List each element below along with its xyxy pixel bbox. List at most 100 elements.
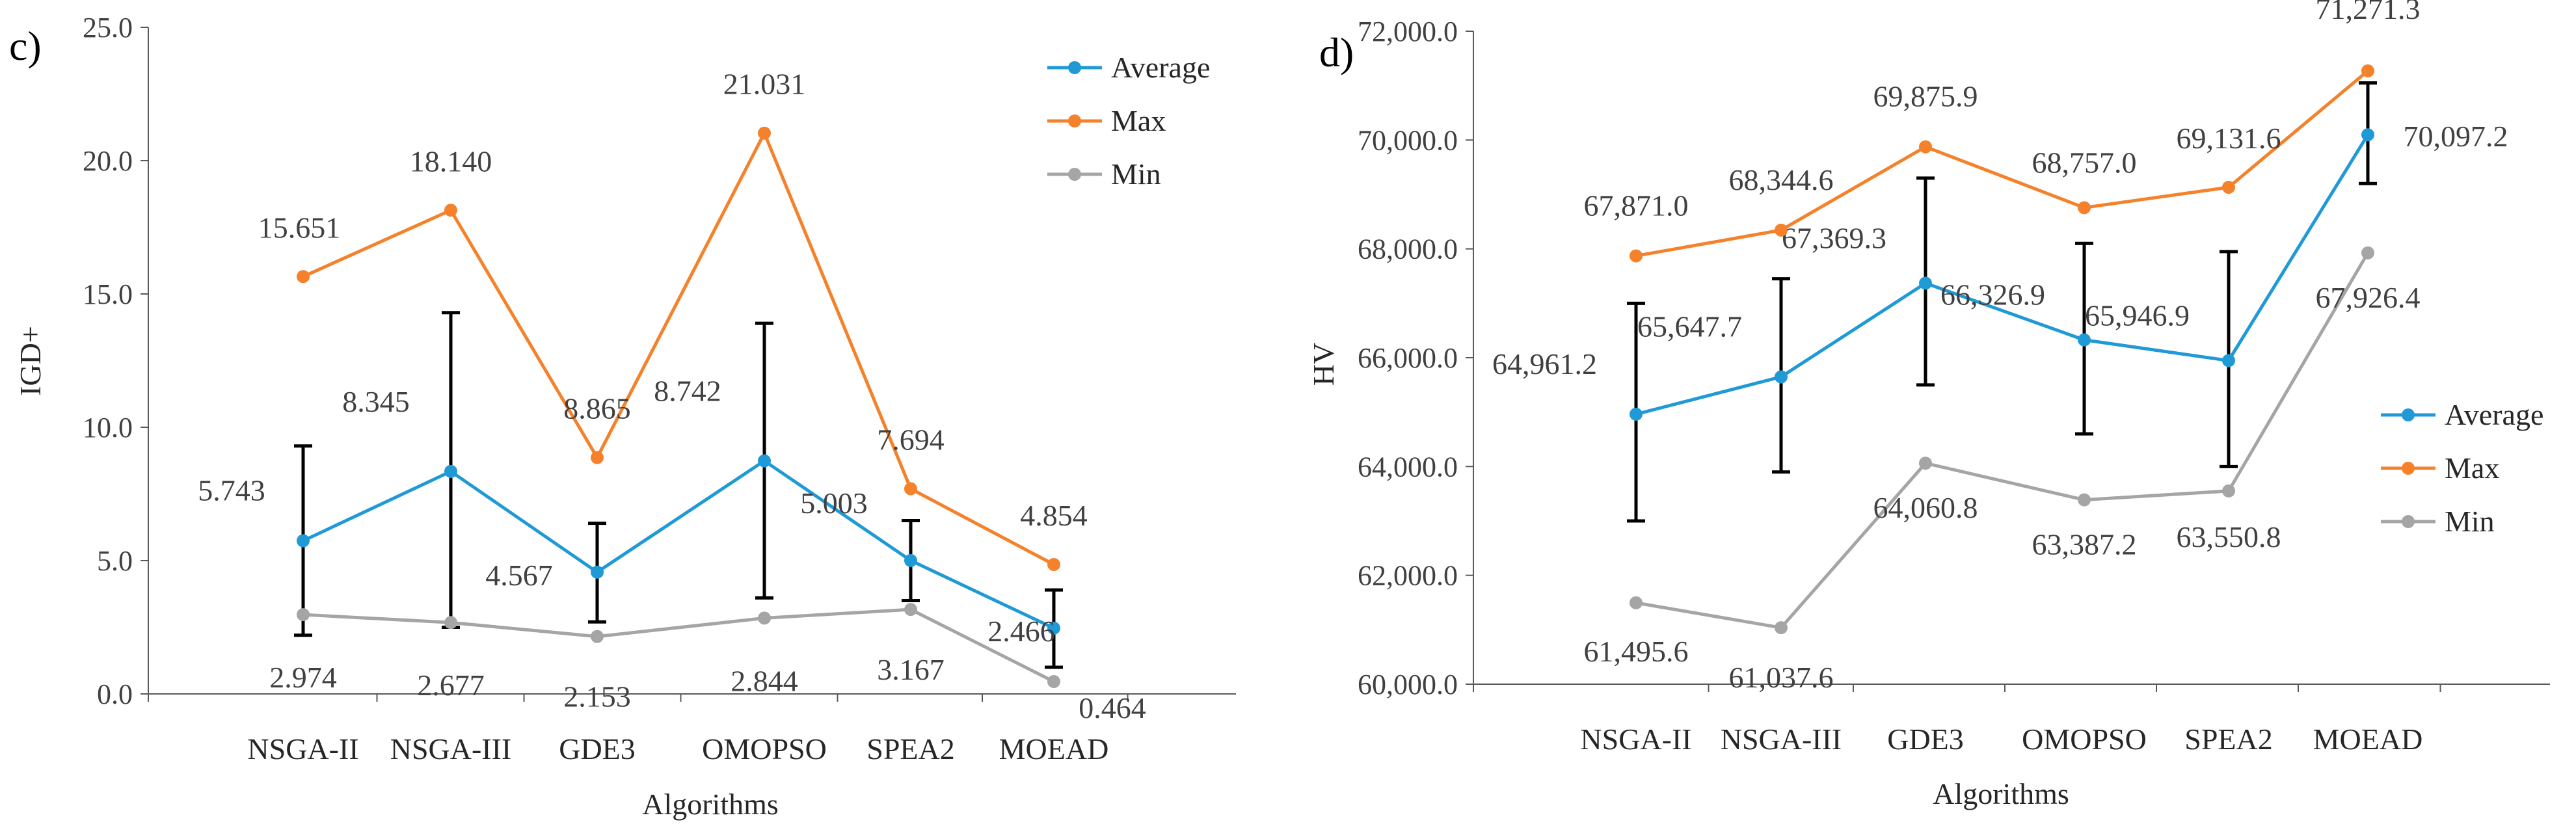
igd-series-max-data-label: 8.865 bbox=[563, 392, 631, 425]
hv-series-min-data-label: 61,495.6 bbox=[1584, 635, 1689, 668]
igd-series-average-point bbox=[1047, 621, 1060, 635]
hv-series-min-data-label: 63,550.8 bbox=[2177, 520, 2281, 553]
igd-x-tick-label: NSGA-II bbox=[247, 732, 358, 765]
hv-series-average-data-label: 65,946.9 bbox=[2085, 299, 2190, 332]
igd-series-max-point bbox=[444, 204, 457, 217]
hv-series-average-data-label: 70,097.2 bbox=[2404, 120, 2508, 153]
hv-series-min-data-label: 63,387.2 bbox=[2032, 528, 2137, 561]
hv-y-axis-title: HV bbox=[1307, 343, 1340, 386]
igd-series-max-point bbox=[758, 126, 771, 140]
legend-min-label: Min bbox=[2445, 505, 2495, 538]
igd-series-average-data-label: 5.743 bbox=[198, 474, 265, 507]
igd-series-min-data-label: 2.844 bbox=[731, 664, 798, 697]
igd-series-max-point bbox=[591, 451, 604, 464]
legend-max-label: Max bbox=[2445, 451, 2499, 485]
hv-series-min-point bbox=[1630, 596, 1643, 609]
hv-series-max-data-label: 71,271.3 bbox=[2316, 0, 2421, 25]
legend-max-marker bbox=[1068, 114, 1081, 127]
hv-x-tick-label: NSGA-II bbox=[1580, 723, 1691, 756]
hv-y-tick-label: 66,000.0 bbox=[1358, 342, 1458, 374]
legend-average-marker bbox=[2402, 408, 2415, 421]
igd-series-average-data-label: 2.466 bbox=[987, 615, 1055, 648]
igd-series-average-data-label: 4.567 bbox=[485, 559, 553, 592]
igd-y-tick-label: 20.0 bbox=[83, 145, 133, 177]
hv-series-max-point bbox=[2222, 180, 2235, 194]
igd-series-min-point bbox=[904, 603, 917, 617]
igd-panel-label: c) bbox=[9, 23, 42, 69]
legend-min-marker bbox=[2402, 515, 2415, 528]
igd-series-min-point bbox=[591, 630, 604, 643]
igd-series-average-data-label: 5.003 bbox=[800, 486, 868, 520]
hv-panel-label: d) bbox=[1319, 29, 1354, 75]
hv-series-min-data-label: 67,926.4 bbox=[2316, 281, 2421, 314]
legend-min-label: Min bbox=[1111, 157, 1161, 191]
igd-x-tick-label: OMOPSO bbox=[702, 732, 827, 765]
hv-series-min-point bbox=[1775, 621, 1788, 635]
hv-series-min-line bbox=[1635, 252, 2370, 630]
hv-series-max-line bbox=[1635, 70, 2369, 258]
hv-y-tick-label: 70,000.0 bbox=[1358, 124, 1458, 156]
hv-series-max-data-label: 69,131.6 bbox=[2177, 122, 2281, 155]
igd-series-max-data-label: 4.854 bbox=[1020, 499, 1088, 532]
igd-series-min-data-label: 2.153 bbox=[563, 680, 631, 713]
legend-min-marker bbox=[1068, 168, 1081, 181]
hv-series-max-data-label: 67,871.0 bbox=[1584, 189, 1689, 222]
hv-series-min-point bbox=[2222, 484, 2235, 498]
hv-series-average-point bbox=[1919, 276, 1932, 290]
hv-series-average-point bbox=[2361, 128, 2374, 142]
hv-y-tick-label: 64,000.0 bbox=[1358, 451, 1458, 483]
igd-series-average-point bbox=[297, 534, 310, 548]
hv-series-min-data-label: 64,060.8 bbox=[1873, 491, 1978, 524]
igd-series-max-data-label: 7.694 bbox=[877, 423, 945, 457]
hv-y-tick-label: 62,000.0 bbox=[1358, 560, 1458, 592]
hv-series-average-line bbox=[1635, 133, 2370, 416]
igd-y-tick-label: 5.0 bbox=[97, 545, 133, 577]
legend-max-label: Max bbox=[1111, 104, 1166, 137]
igd-series-min-point bbox=[444, 616, 457, 630]
igd-y-tick-label: 0.0 bbox=[97, 678, 133, 710]
igd-series-average-line bbox=[302, 458, 1055, 630]
hv-line-chart: d) 60,000.0 62,000.0 64,000.0 66,000.0 68,000… bbox=[1307, 0, 2550, 810]
hv-x-tick-label: GDE3 bbox=[1887, 723, 1964, 756]
chart-panel-igd: c) 0.0 5.0 10.0 15.0 20.0 25.0 NSGA-II NSGA-III G… bbox=[0, 0, 1288, 834]
igd-series-average-point bbox=[904, 553, 917, 567]
hv-x-tick-label: OMOPSO bbox=[2022, 723, 2147, 756]
igd-y-axis-title: IGD+ bbox=[14, 326, 47, 396]
hv-y-tick-label: 72,000.0 bbox=[1358, 16, 1458, 47]
igd-series-min-data-label: 2.677 bbox=[417, 669, 485, 702]
igd-series-min-data-label: 0.464 bbox=[1079, 691, 1146, 724]
chart-panel-hv: d) 60,000.0 62,000.0 64,000.0 66,000.0 68,000… bbox=[1288, 0, 2576, 834]
hv-series-max-point bbox=[1630, 249, 1643, 263]
igd-series-average-data-label: 8.742 bbox=[654, 375, 721, 408]
hv-series-average-point bbox=[1775, 370, 1788, 384]
hv-y-tick-label: 60,000.0 bbox=[1358, 669, 1458, 700]
igd-x-tick-label: NSGA-III bbox=[390, 732, 512, 765]
hv-series-average-point bbox=[2078, 333, 2091, 347]
igd-x-tick-label: MOEAD bbox=[999, 732, 1109, 765]
igd-x-tick-label: SPEA2 bbox=[866, 732, 954, 765]
hv-x-tick-label: NSGA-III bbox=[1721, 723, 1842, 756]
hv-series-max-point bbox=[1919, 140, 1932, 153]
hv-y-tick-label: 68,000.0 bbox=[1358, 233, 1458, 265]
igd-series-max-point bbox=[1047, 557, 1060, 571]
hv-series-min-point bbox=[1919, 457, 1932, 470]
hv-x-tick-label: MOEAD bbox=[2313, 723, 2423, 756]
igd-series-min-data-label: 2.974 bbox=[269, 661, 337, 694]
hv-series-min-data-label: 61,037.6 bbox=[1729, 661, 1834, 694]
hv-x-axis-title: Algorithms bbox=[1933, 777, 2069, 810]
igd-x-tick-label: GDE3 bbox=[559, 732, 636, 765]
hv-series-average-point bbox=[2222, 354, 2235, 367]
igd-line-chart: c) 0.0 5.0 10.0 15.0 20.0 25.0 NSGA-II NSGA-III G… bbox=[9, 12, 1236, 821]
hv-series-average-data-label: 64,961.2 bbox=[1492, 347, 1597, 380]
igd-series-min-point bbox=[758, 611, 771, 625]
igd-y-tick-label: 25.0 bbox=[83, 12, 133, 44]
igd-series-max-line bbox=[302, 129, 1055, 566]
hv-series-max-data-label: 68,757.0 bbox=[2032, 146, 2137, 179]
igd-y-tick-label: 10.0 bbox=[83, 412, 133, 444]
igd-series-min-point bbox=[1047, 674, 1060, 688]
hv-series-min-point bbox=[2078, 493, 2091, 507]
hv-series-max-point bbox=[1775, 223, 1788, 237]
igd-series-average-data-label: 8.345 bbox=[342, 385, 410, 418]
igd-x-axis-title: Algorithms bbox=[642, 788, 779, 821]
igd-series-max-point bbox=[904, 482, 917, 496]
